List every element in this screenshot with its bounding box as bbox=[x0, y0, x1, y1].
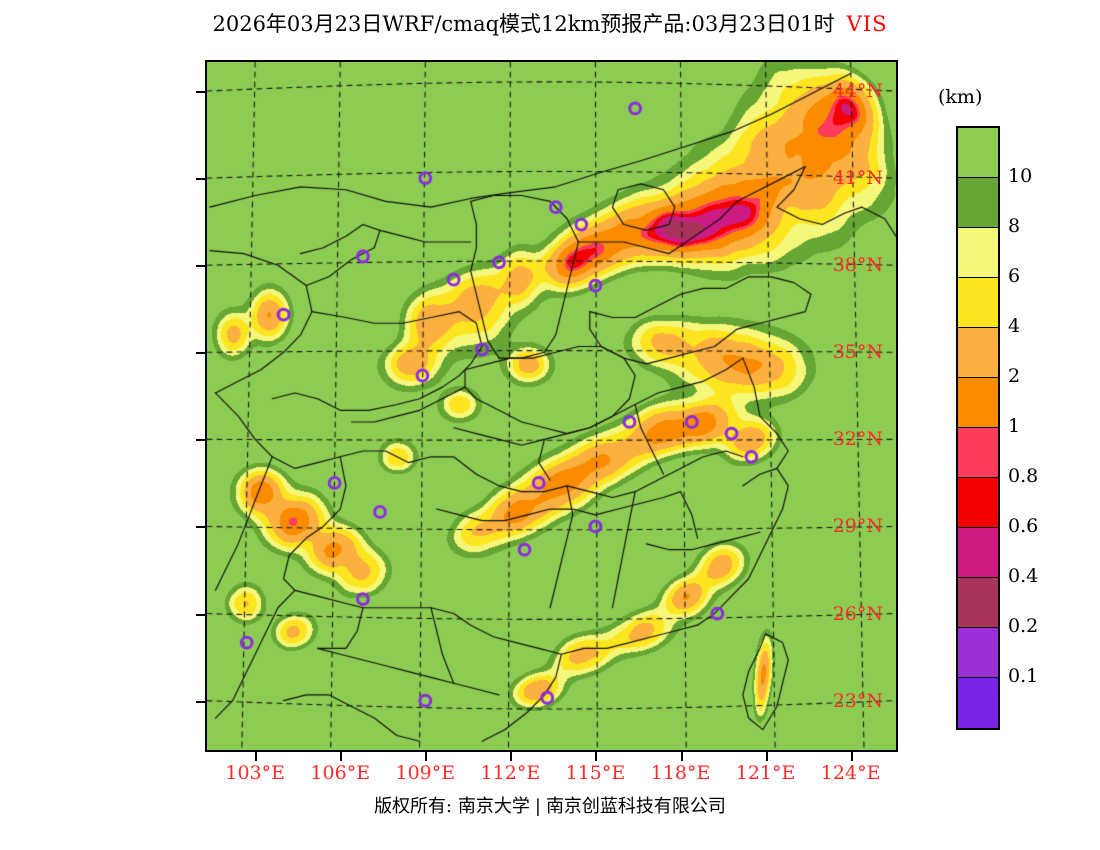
y-tick bbox=[196, 265, 205, 268]
y-tick bbox=[196, 700, 205, 703]
x-tick bbox=[510, 752, 513, 761]
map-frame bbox=[205, 60, 898, 752]
colorbar-band bbox=[958, 478, 998, 528]
colorbar-tick-label: 1 bbox=[1008, 415, 1021, 437]
x-axis-label: 112°E bbox=[480, 762, 541, 784]
y-axis-label: 29°N bbox=[832, 515, 883, 538]
y-axis-label: 26°N bbox=[832, 602, 883, 625]
colorbar-band bbox=[958, 628, 998, 678]
colorbar-unit-label: (km) bbox=[938, 86, 983, 108]
x-axis-label: 103°E bbox=[225, 762, 286, 784]
x-tick bbox=[255, 752, 258, 761]
x-axis-label: 124°E bbox=[820, 762, 881, 784]
footer-copyright: 版权所有: 南京大学 | 南京创蓝科技有限公司 bbox=[0, 792, 1100, 818]
y-tick bbox=[196, 352, 205, 355]
y-tick bbox=[196, 526, 205, 529]
title-variable-label: VIS bbox=[846, 12, 888, 36]
y-axis-label: 35°N bbox=[832, 341, 883, 364]
y-tick bbox=[196, 178, 205, 181]
y-axis-label: 23°N bbox=[832, 689, 883, 712]
y-tick bbox=[196, 439, 205, 442]
colorbar-tick-label: 6 bbox=[1008, 265, 1021, 287]
colorbar-band bbox=[958, 328, 998, 378]
colorbar-band bbox=[958, 428, 998, 478]
x-axis-label: 118°E bbox=[650, 762, 711, 784]
x-axis-label: 109°E bbox=[395, 762, 456, 784]
x-tick bbox=[595, 752, 598, 761]
colorbar-tick-label: 2 bbox=[1008, 365, 1021, 387]
colorbar-band bbox=[958, 128, 998, 178]
colorbar-band bbox=[958, 528, 998, 578]
colorbar-band bbox=[958, 578, 998, 628]
x-tick bbox=[425, 752, 428, 761]
colorbar-band bbox=[958, 378, 998, 428]
x-tick bbox=[340, 752, 343, 761]
colorbar-band bbox=[958, 228, 998, 278]
title-main-text: 2026年03月23日WRF/cmaq模式12km预报产品:03月23日01时 bbox=[212, 12, 835, 36]
x-axis-label: 115°E bbox=[565, 762, 626, 784]
colorbar-tick-label: 0.2 bbox=[1008, 615, 1039, 637]
y-tick bbox=[196, 613, 205, 616]
y-tick bbox=[196, 91, 205, 94]
y-axis-label: 32°N bbox=[832, 428, 883, 451]
colorbar-band bbox=[958, 178, 998, 228]
footer-owner: 版权所有: 南京大学 bbox=[374, 796, 530, 817]
colorbar-tick-label: 10 bbox=[1008, 165, 1033, 187]
colorbar bbox=[956, 126, 1000, 730]
colorbar-band bbox=[958, 678, 998, 728]
colorbar-tick-label: 0.4 bbox=[1008, 565, 1039, 587]
y-axis-label: 38°N bbox=[832, 254, 883, 277]
colorbar-tick-label: 0.8 bbox=[1008, 465, 1039, 487]
y-axis-label: 41°N bbox=[832, 167, 883, 190]
x-axis-label: 106°E bbox=[310, 762, 371, 784]
colorbar-band bbox=[958, 278, 998, 328]
visibility-contour-canvas bbox=[207, 62, 896, 750]
colorbar-tick-label: 8 bbox=[1008, 215, 1021, 237]
map-plot-area[interactable] bbox=[196, 60, 898, 761]
footer-separator: | bbox=[534, 796, 541, 817]
page-title: 2026年03月23日WRF/cmaq模式12km预报产品:03月23日01时 V… bbox=[0, 8, 1100, 38]
x-axis-label: 121°E bbox=[735, 762, 796, 784]
x-tick bbox=[680, 752, 683, 761]
colorbar-tick-label: 0.1 bbox=[1008, 665, 1039, 687]
x-tick bbox=[850, 752, 853, 761]
footer-company: 南京创蓝科技有限公司 bbox=[545, 796, 726, 817]
colorbar-tick-label: 0.6 bbox=[1008, 515, 1039, 537]
colorbar-tick-label: 4 bbox=[1008, 315, 1021, 337]
x-tick bbox=[765, 752, 768, 761]
y-axis-label: 44°N bbox=[832, 80, 883, 103]
